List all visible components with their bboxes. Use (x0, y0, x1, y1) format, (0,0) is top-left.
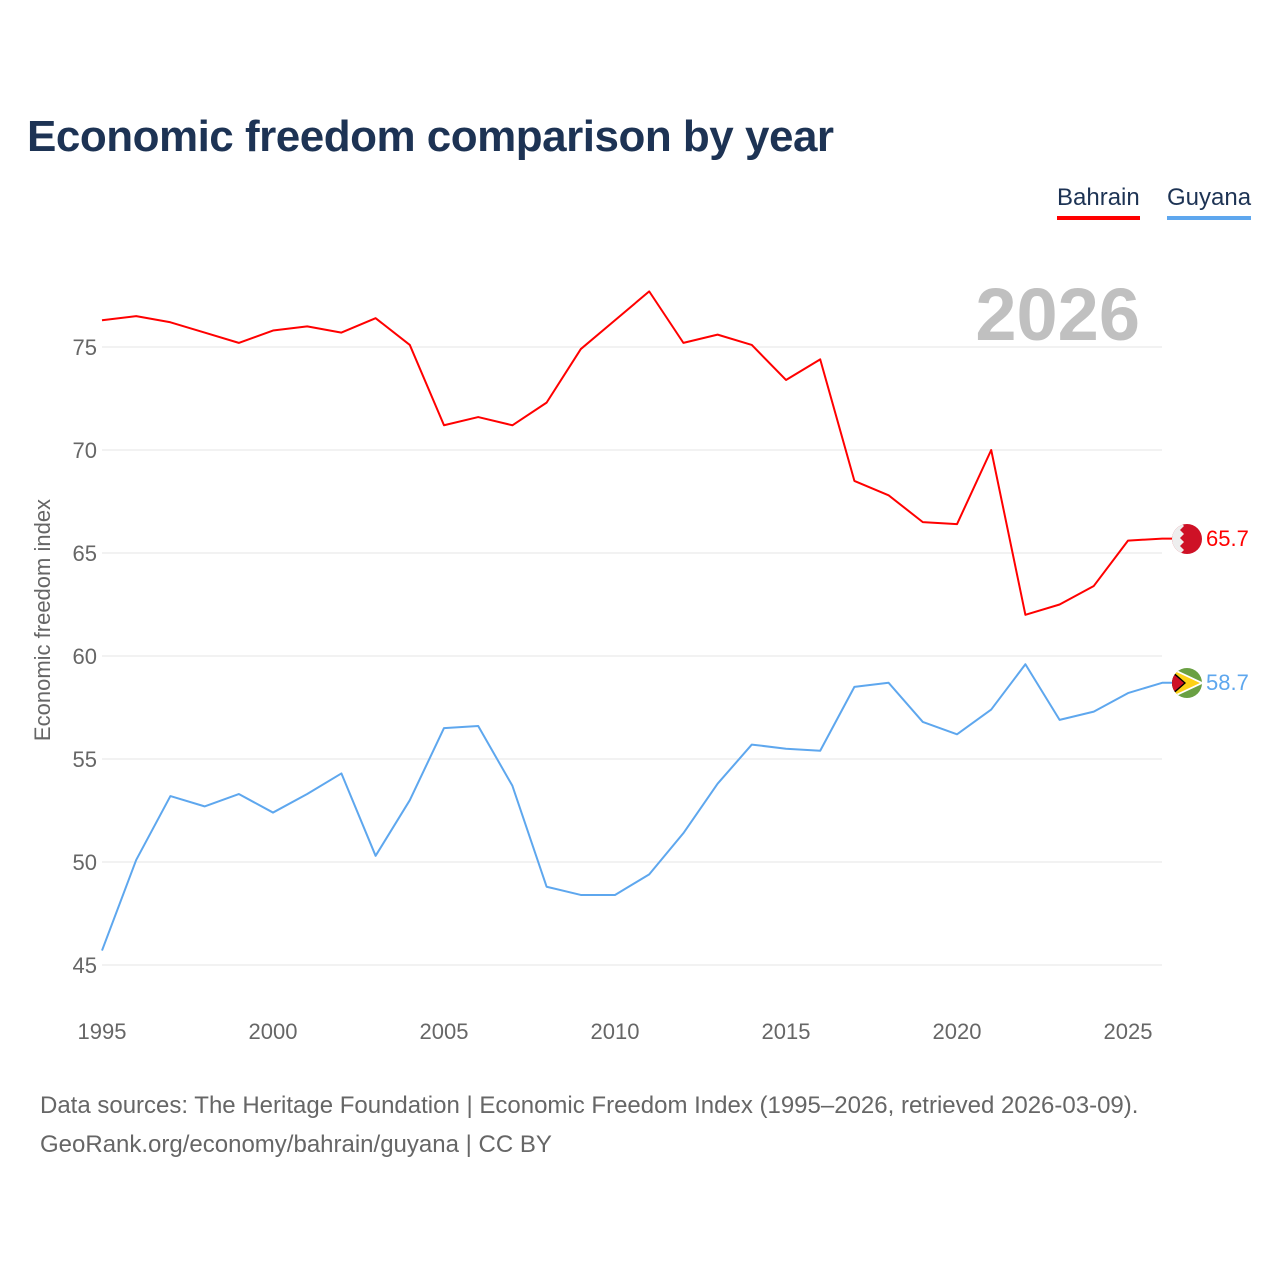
source-link[interactable]: GeoRank.org/economy/bahrain/guyana | CC … (40, 1131, 552, 1158)
legend-item-bahrain[interactable]: Bahrain (1057, 184, 1140, 220)
x-tick-label: 2010 (591, 1019, 640, 1044)
bahrain-flag-icon (1172, 524, 1202, 554)
y-tick-label: 70 (73, 438, 97, 463)
x-tick-label: 2025 (1104, 1019, 1153, 1044)
legend-item-guyana[interactable]: Guyana (1167, 184, 1252, 220)
y-tick-label: 60 (73, 644, 97, 669)
guyana-flag-icon (1172, 668, 1202, 698)
y-axis-label: Economic freedom index (30, 499, 55, 741)
year-watermark: 2026 (975, 273, 1140, 356)
x-tick-label: 2020 (933, 1019, 982, 1044)
y-tick-label: 45 (73, 953, 97, 978)
x-tick-label: 2000 (249, 1019, 298, 1044)
x-tick-label: 2015 (762, 1019, 811, 1044)
data-source-note: Data sources: The Heritage Foundation | … (40, 1092, 1139, 1119)
y-tick-label: 65 (73, 541, 97, 566)
x-tick-label: 2005 (420, 1019, 469, 1044)
footer: Data sources: The Heritage Foundation | … (40, 1086, 1138, 1164)
series-line-guyana (101, 663, 1172, 951)
y-tick-label: 50 (73, 850, 97, 875)
chart-title: Economic freedom comparison by year (27, 112, 834, 161)
bahrain-end-value: 65.7 (1206, 526, 1249, 551)
y-tick-label: 55 (73, 747, 97, 772)
x-tick-label: 1995 (78, 1019, 127, 1044)
guyana-end-value: 58.7 (1206, 670, 1249, 695)
y-tick-label: 75 (73, 335, 97, 360)
series-line-bahrain (101, 290, 1172, 616)
